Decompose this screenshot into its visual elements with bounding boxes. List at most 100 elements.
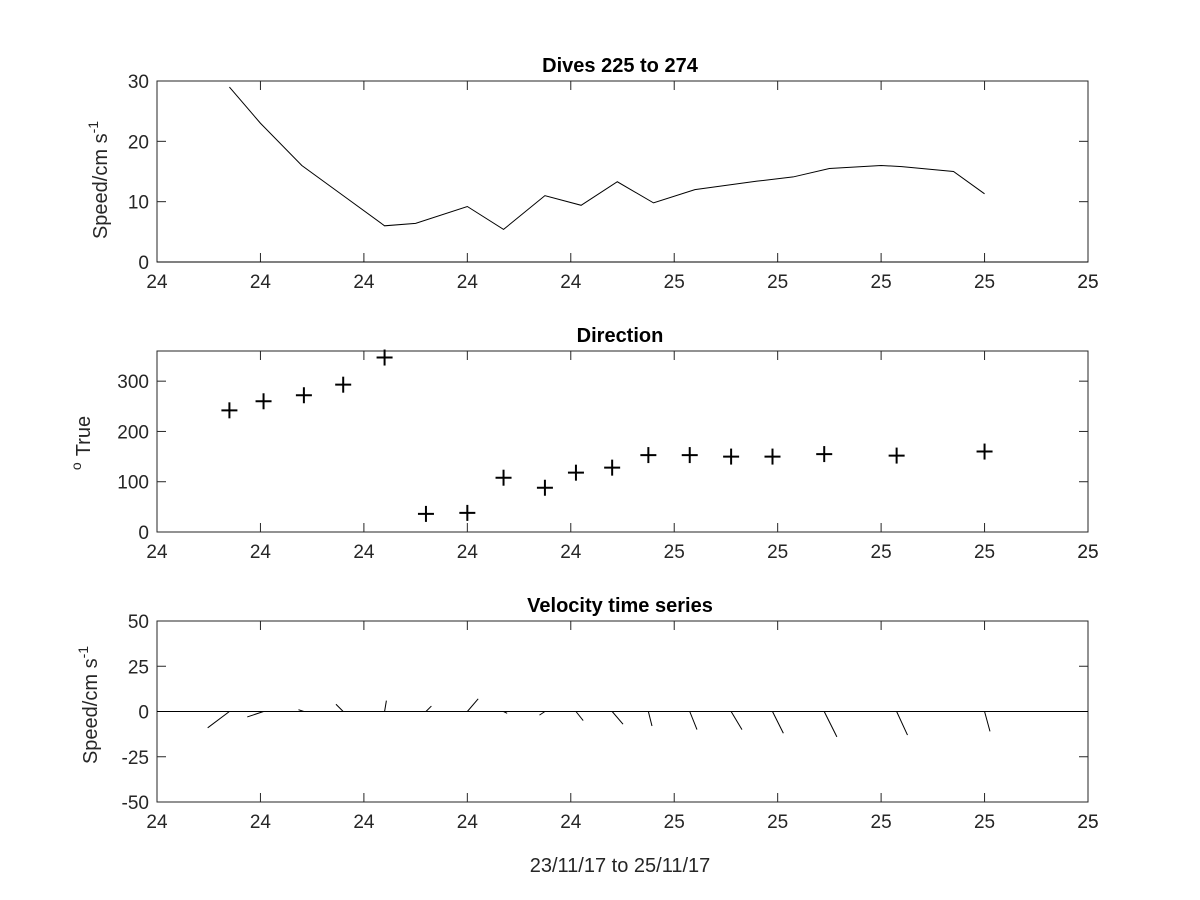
speed-xtick-label: 25 [1077,272,1098,293]
velocity-panel-ylabel-text: Speed/cm s [80,658,102,764]
velocity-velocity-stick [384,700,387,712]
velocity-velocity-stick [539,711,546,716]
speed-xtick-label: 25 [1077,272,1098,293]
velocity-ytick-label: -50 [122,793,149,814]
velocity-xtick-label: 25 [767,812,788,833]
speed-panel-ylabel-sup: -1 [85,121,101,134]
direction-data-point [459,504,476,521]
velocity-velocity-stick [896,711,908,736]
speed-panel-ylabel-text: Speed/cm s [90,133,112,239]
velocity-xtick-label: 25 [1077,812,1098,833]
direction-data-point [567,464,584,481]
direction-xtick-label: 25 [664,542,685,563]
direction-panel-ylabel-sup: o [68,462,84,470]
speed-ytick-label: 30 [128,72,149,93]
velocity-ytick-label: -25 [122,748,149,769]
direction-ytick-label: 300 [117,372,149,393]
velocity-xtick-label: 25 [871,812,892,833]
velocity-velocity-stick [335,703,344,712]
speed-xtick-label: 25 [974,272,995,293]
velocity-velocity-stick [503,711,508,714]
speed-xtick-label: 24 [146,272,168,293]
velocity-xtick-label: 24 [353,812,375,833]
direction-data-point [816,446,833,463]
velocity-xtick-label: 24 [457,812,479,833]
velocity-xtick-label: 25 [974,812,995,833]
speed-xtick-label: 24 [353,272,375,293]
velocity-velocity-stick [984,711,991,732]
direction-data-point [376,349,393,366]
direction-data-point [335,376,352,393]
speed-ytick-label: 0 [138,253,149,274]
direction-xtick-label: 25 [1077,542,1098,563]
velocity-xtick-label: 24 [250,812,272,833]
direction-data-point [640,447,657,464]
speed-panel: Dives 225 to 274 Speed/cm s-1 24 24 24 24 24… [85,55,1099,293]
speed-ytick-label: 20 [128,132,149,153]
direction-data-point [976,443,993,460]
direction-xtick-label: 25 [871,542,892,563]
direction-xtick-label: 24 [457,542,479,563]
direction-xtick-label: 25 [767,542,788,563]
direction-panel-ylabel: o True [68,416,95,470]
velocity-velocity-stick [575,711,584,721]
velocity-ytick-label: 25 [128,657,149,678]
speed-panel-ylabel: Speed/cm s-1 [85,121,112,239]
speed-xtick-label: 24 [250,272,272,293]
velocity-panel-title: Velocity time series [527,595,713,617]
velocity-velocity-stick [772,711,784,734]
direction-panel-ylabel-text: True [73,416,95,456]
direction-xtick-label: 25 [974,542,995,563]
velocity-velocity-stick [466,698,479,712]
direction-ytick-label: 200 [117,422,149,443]
velocity-velocity-stick [611,711,624,725]
velocity-xtick-label: 25 [1077,812,1098,833]
direction-data-point [495,469,512,486]
velocity-panel-xlabel: 23/11/17 to 25/11/17 [530,855,711,877]
direction-data-point [723,448,740,465]
direction-data-point [888,447,905,464]
velocity-velocity-stick [207,711,230,729]
velocity-xtick-label: 24 [146,812,168,833]
velocity-ytick-label: 50 [128,612,149,633]
velocity-velocity-stick [689,711,698,730]
velocity-velocity-stick [730,711,743,730]
direction-xtick-label: 24 [146,542,168,563]
velocity-xtick-label: 24 [560,812,582,833]
speed-series-line [229,86,985,231]
direction-data-point [255,393,272,410]
direction-panel: Direction oTrue 24 24 24 24 24 25 25 25 25 252501… [68,325,1099,563]
velocity-velocity-stick [298,709,305,712]
velocity-velocity-stick [823,711,838,738]
speed-xtick-label: 25 [871,272,892,293]
velocity-panel-ylabel-sup: -1 [75,646,91,659]
velocity-ytick-label: 0 [138,703,149,724]
direction-ytick-label: 0 [138,523,149,544]
velocity-panel: Velocity time series Speed/cm s-1 24 24 24… [75,595,1099,877]
velocity-panel-ylabel: Speed/cm s-1 [75,646,102,764]
direction-data-point [295,387,312,404]
direction-axes-frame [156,350,1089,533]
direction-data-point [764,448,781,465]
velocity-velocity-stick [647,711,653,727]
direction-data-point [536,479,553,496]
speed-xtick-label: 24 [457,272,479,293]
velocity-velocity-stick [247,711,264,718]
direction-xtick-label: 24 [353,542,375,563]
direction-xtick-label: 24 [250,542,272,563]
direction-xtick-label: 24 [560,542,582,563]
speed-xtick-label: 25 [664,272,685,293]
direction-data-point [681,447,698,464]
direction-data-point [221,402,238,419]
direction-data-point [417,505,434,522]
speed-panel-title: Dives 225 to 274 [542,55,699,77]
direction-xtick-label: 25 [1077,542,1098,563]
speed-ytick-label: 10 [128,193,149,214]
velocity-velocity-stick [425,705,432,712]
velocity-xtick-label: 25 [664,812,685,833]
direction-ytick-label: 100 [117,473,149,494]
